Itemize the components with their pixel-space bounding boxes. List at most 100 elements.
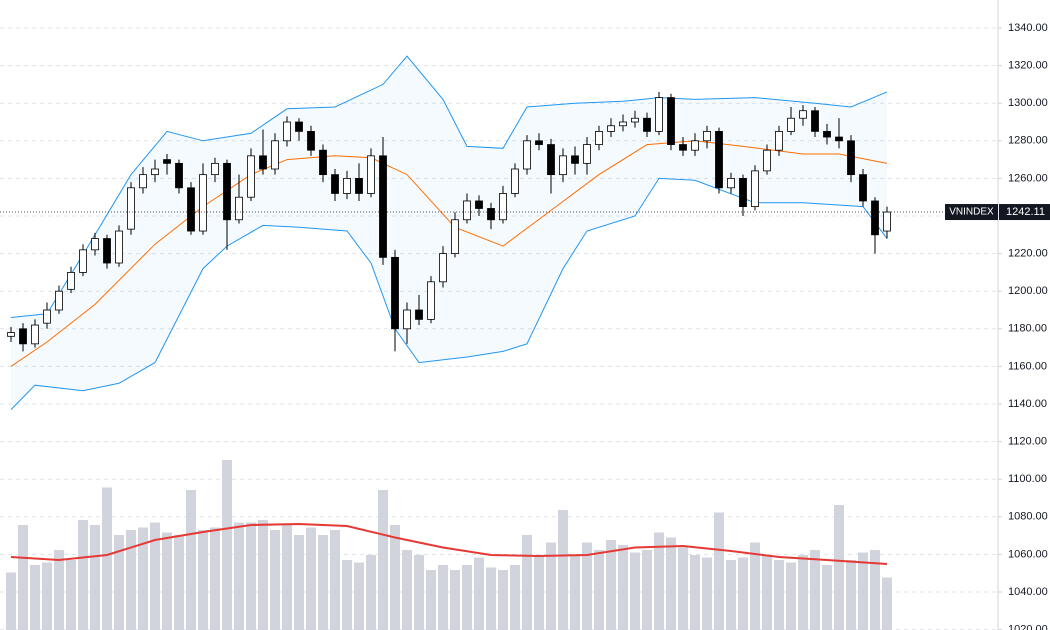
y-tick-label: 1260.00 xyxy=(1008,172,1048,184)
y-tick-label: 1140.00 xyxy=(1008,398,1047,410)
volume-bar xyxy=(582,542,592,630)
volume-bar xyxy=(810,550,820,630)
volume-bar xyxy=(426,570,436,630)
candle-body xyxy=(7,332,15,337)
volume-bar xyxy=(750,542,760,630)
candle-body xyxy=(679,144,687,151)
candle-body xyxy=(115,230,123,264)
candle-body xyxy=(475,200,483,209)
volume-bar xyxy=(726,560,736,630)
y-tick-label: 1080.00 xyxy=(1008,511,1048,523)
candle-body xyxy=(571,155,579,164)
candle-body xyxy=(847,140,855,176)
volume-bar xyxy=(90,525,100,630)
candle-body xyxy=(79,249,87,273)
candle-body xyxy=(355,177,363,194)
candle-body xyxy=(283,121,291,142)
candle-body xyxy=(643,117,651,132)
candle-body xyxy=(31,324,39,345)
candle-body xyxy=(427,281,435,320)
candle-body xyxy=(595,130,603,145)
candle-body xyxy=(151,168,159,176)
candle-body xyxy=(271,140,279,170)
bb-basis-line xyxy=(10,140,888,367)
volume-bar xyxy=(402,550,412,630)
candle-body xyxy=(811,110,819,132)
last-price-box xyxy=(999,204,1050,221)
volume-bar xyxy=(138,527,148,630)
y-tick-label: 1160.00 xyxy=(1008,360,1047,372)
volume-bar xyxy=(54,550,64,630)
candle-body xyxy=(823,130,831,138)
candle-body xyxy=(103,238,111,264)
volume-bar xyxy=(630,552,640,630)
volume-bar xyxy=(654,532,664,630)
candle-body xyxy=(175,162,183,189)
volume-bar xyxy=(150,522,160,630)
volume-bar xyxy=(774,560,784,630)
volume-bar xyxy=(786,562,796,630)
y-tick-label: 1340.00 xyxy=(1008,22,1048,34)
candle-body xyxy=(391,256,399,330)
symbol-label: VNINDEX xyxy=(949,207,994,218)
volume-bar xyxy=(246,522,256,630)
candle-body xyxy=(307,130,315,151)
candle-body xyxy=(727,177,735,189)
volume-bar xyxy=(762,555,772,630)
y-tick-label: 1280.00 xyxy=(1008,135,1048,147)
candle-body xyxy=(835,136,843,142)
volume-bar xyxy=(30,565,40,630)
volume-bar xyxy=(606,540,616,630)
candle-body xyxy=(343,177,351,194)
candle-body xyxy=(379,155,387,258)
candle-body xyxy=(43,309,51,324)
volume-bar xyxy=(678,547,688,630)
candle-body xyxy=(859,174,867,202)
candle-body xyxy=(607,125,615,132)
volume-bar xyxy=(306,527,316,630)
volume-bar xyxy=(222,460,232,630)
y-tick-label: 1100.00 xyxy=(1008,473,1047,485)
volume-bar xyxy=(66,560,76,630)
volume-bar xyxy=(282,525,292,630)
bb-lower-line xyxy=(10,177,888,410)
volume-bar xyxy=(642,550,652,630)
volume-bar xyxy=(414,555,424,630)
volume-bar xyxy=(474,557,484,630)
candle-body xyxy=(775,130,783,151)
candle-body xyxy=(211,162,219,176)
bb-upper-line xyxy=(10,55,888,318)
volume-bar xyxy=(174,535,184,630)
volume-bar xyxy=(882,577,892,630)
volume-bar xyxy=(666,537,676,630)
candle-body xyxy=(55,290,63,311)
candle-body xyxy=(703,130,711,142)
candle-layer xyxy=(0,91,998,352)
volume-bar xyxy=(102,487,112,630)
y-tick-label: 1040.00 xyxy=(1008,586,1048,598)
y-tick-label: 1120.00 xyxy=(1008,436,1047,448)
candle-body xyxy=(487,208,495,221)
volume-bar xyxy=(618,545,628,630)
volume-bar xyxy=(318,535,328,630)
volume-bar xyxy=(366,555,376,630)
volume-bar xyxy=(390,525,400,630)
volume-bar xyxy=(438,565,448,630)
volume-bar xyxy=(126,530,136,630)
candle-body xyxy=(439,253,447,283)
candle-body xyxy=(235,196,243,221)
volume-bar xyxy=(870,550,880,630)
volume-bar xyxy=(702,557,712,630)
candle-body xyxy=(799,110,807,119)
candle-body xyxy=(247,155,255,198)
candle-body xyxy=(715,130,723,189)
candle-body xyxy=(139,174,147,189)
y-tick-label: 1300.00 xyxy=(1008,97,1048,109)
price-axis: 1020.00 1040.00 1060.00 1080.00 1100.00 1120.… xyxy=(997,0,1050,630)
candle-body xyxy=(187,187,195,232)
volume-bar xyxy=(798,555,808,630)
volume-bar xyxy=(846,560,856,630)
